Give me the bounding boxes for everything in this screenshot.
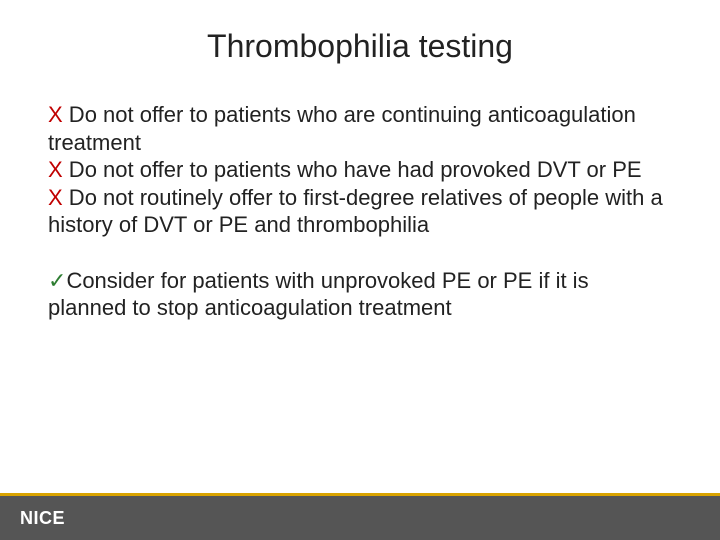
bullet-block-dont: X Do not offer to patients who are conti… (48, 101, 672, 239)
check-icon: ✓ (48, 268, 66, 293)
nice-logo: NICE (20, 508, 65, 529)
bullet-item: X Do not offer to patients who are conti… (48, 101, 672, 156)
bullet-item: X Do not routinely offer to first-degree… (48, 184, 672, 239)
x-icon: X (48, 102, 63, 127)
bullet-text: Do not offer to patients who have had pr… (63, 157, 642, 182)
bullet-text: Do not offer to patients who are continu… (48, 102, 636, 155)
slide-content: X Do not offer to patients who are conti… (0, 101, 720, 540)
bullet-item: ✓Consider for patients with unprovoked P… (48, 267, 672, 322)
x-icon: X (48, 157, 63, 182)
bullet-text: Do not routinely offer to first-degree r… (48, 185, 663, 238)
slide-title: Thrombophilia testing (0, 28, 720, 65)
x-icon: X (48, 185, 63, 210)
bullet-item: X Do not offer to patients who have had … (48, 156, 672, 184)
bullet-text: Consider for patients with unprovoked PE… (48, 268, 589, 321)
footer-bar: NICE (0, 496, 720, 540)
bullet-block-consider: ✓Consider for patients with unprovoked P… (48, 267, 672, 322)
slide: Thrombophilia testing X Do not offer to … (0, 0, 720, 540)
